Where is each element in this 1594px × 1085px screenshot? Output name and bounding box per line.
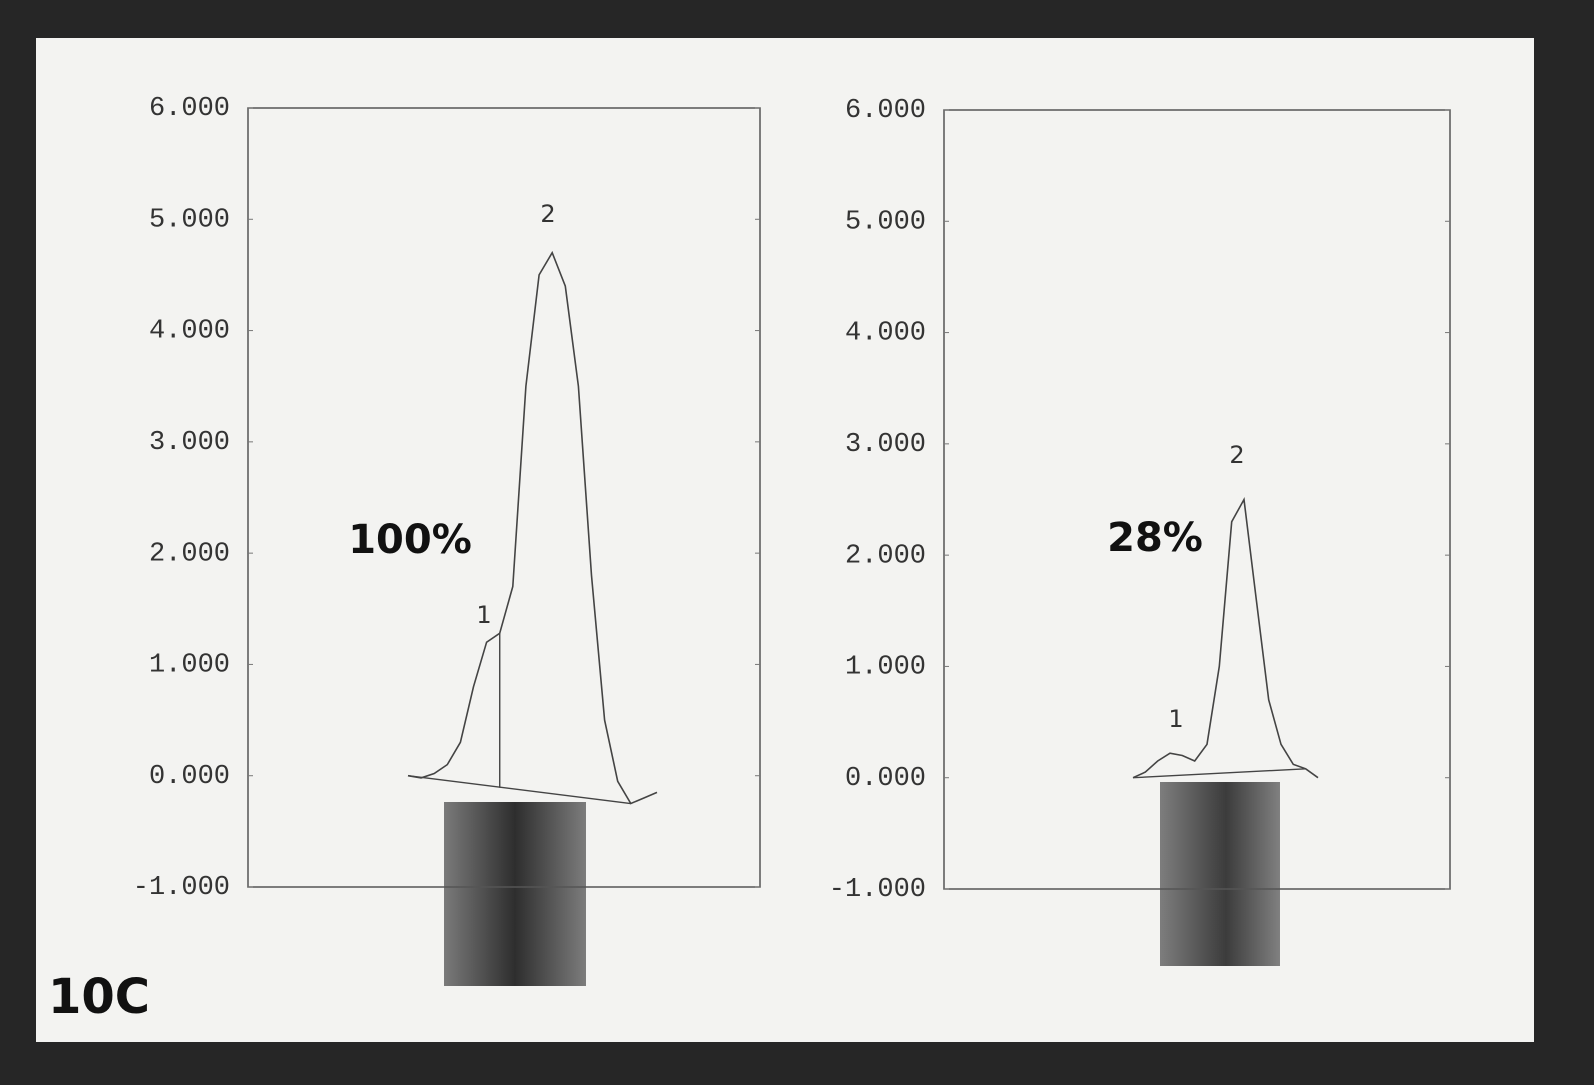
y-tick-label: -1.000	[829, 875, 926, 905]
paper	[36, 38, 1534, 1042]
y-tick-label: 4.000	[149, 317, 230, 347]
y-tick-label: 5.000	[149, 205, 230, 235]
percent-label: 28%	[1107, 515, 1203, 561]
y-tick-label: 3.000	[149, 428, 230, 458]
peak-label: 2	[1229, 441, 1244, 469]
percent-label: 100%	[348, 517, 472, 563]
y-tick-label: 0.000	[149, 762, 230, 792]
y-tick-label: 1.000	[149, 651, 230, 681]
peak-label: 2	[540, 200, 555, 228]
figure: 10C -1.000 0.000 1.000 2.000 3.000 4.000 5.000…	[0, 0, 1594, 1085]
panel-label: 10C	[48, 969, 150, 1025]
gel-image	[444, 802, 586, 986]
peak-label: 1	[1168, 705, 1183, 733]
y-tick-label: 6.000	[149, 94, 230, 124]
gel-image	[1160, 782, 1280, 966]
y-tick-label: 2.000	[149, 539, 230, 569]
peak-label: 1	[476, 601, 491, 629]
y-tick-label: 6.000	[845, 96, 926, 126]
y-tick-label: 3.000	[845, 430, 926, 460]
y-tick-label: 4.000	[845, 319, 926, 349]
y-tick-label: 1.000	[845, 653, 926, 683]
y-tick-label: 2.000	[845, 541, 926, 571]
y-tick-label: -1.000	[133, 873, 230, 903]
y-tick-label: 0.000	[845, 764, 926, 794]
y-tick-label: 5.000	[845, 207, 926, 237]
